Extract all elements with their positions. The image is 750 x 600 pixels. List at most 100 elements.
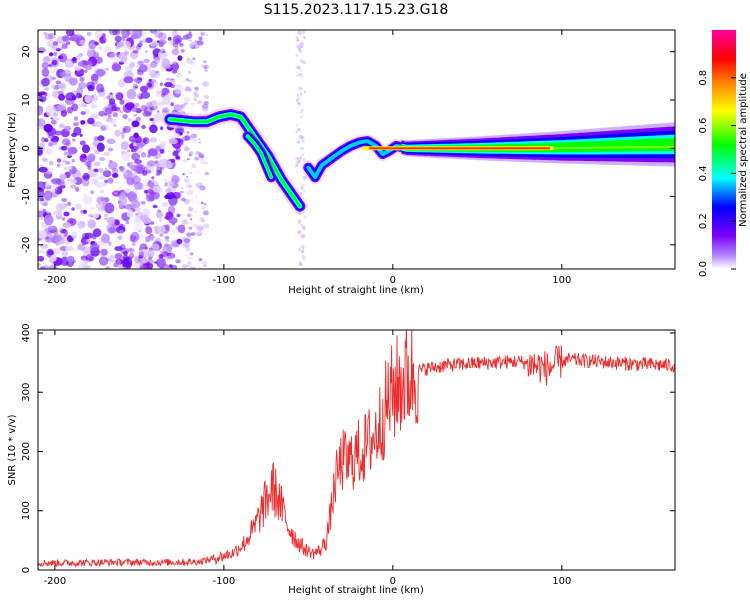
noise-speckle: [164, 255, 172, 261]
noise-speckle: [43, 123, 53, 133]
noise-speckle: [297, 101, 301, 106]
snr-frame: [37, 329, 676, 571]
noise-speckle: [144, 189, 149, 194]
noise-speckle: [136, 196, 141, 200]
noise-speckle: [150, 179, 155, 184]
noise-speckle: [121, 113, 127, 118]
noise-speckle: [40, 119, 46, 125]
noise-speckle: [162, 202, 169, 207]
noise-speckle: [182, 42, 185, 44]
noise-speckle: [92, 51, 99, 58]
noise-speckle: [296, 137, 298, 140]
noise-speckle: [140, 201, 146, 205]
noise-speckle: [77, 54, 83, 59]
noise-speckle: [87, 43, 97, 50]
noise-speckle: [197, 100, 203, 105]
noise-speckle: [173, 133, 181, 137]
noise-speckle: [106, 216, 116, 225]
noise-speckle: [295, 157, 299, 161]
noise-speckle: [154, 261, 158, 264]
noise-speckle: [150, 42, 156, 47]
noise-speckle: [75, 186, 80, 192]
noise-speckle: [142, 137, 147, 143]
noise-speckle: [143, 178, 152, 188]
noise-speckle: [105, 266, 111, 269]
noise-speckle: [197, 266, 201, 269]
noise-speckle: [134, 224, 144, 232]
colorbar-tick-label: 0.2: [698, 213, 709, 229]
noise-speckle: [46, 210, 51, 214]
noise-speckle: [53, 67, 58, 72]
noise-speckle: [65, 41, 71, 45]
noise-speckle: [186, 57, 190, 61]
noise-speckle: [43, 32, 47, 35]
noise-speckle: [65, 92, 76, 101]
noise-speckle: [133, 163, 143, 175]
noise-speckle: [303, 215, 307, 220]
spectrogram-frame: [37, 29, 676, 270]
noise-speckle: [200, 205, 207, 210]
noise-speckle: [139, 243, 148, 250]
noise-speckle: [121, 151, 131, 162]
noise-speckle: [59, 174, 67, 180]
noise-speckle: [42, 202, 48, 207]
noise-speckle: [175, 225, 182, 231]
noise-speckle: [189, 218, 193, 221]
noise-speckle: [300, 263, 303, 266]
x-tick-label: -200: [44, 576, 67, 587]
noise-speckle: [129, 248, 135, 253]
noise-speckle: [73, 116, 79, 121]
noise-speckle: [171, 264, 178, 269]
noise-speckle: [62, 222, 72, 229]
noise-speckle: [300, 108, 304, 112]
noise-speckle: [176, 238, 183, 244]
noise-speckle: [187, 71, 192, 74]
noise-speckle: [110, 254, 115, 259]
noise-speckle: [165, 239, 170, 243]
noise-speckle: [172, 41, 179, 48]
noise-speckle: [181, 263, 188, 269]
noise-speckle: [45, 225, 54, 231]
noise-speckle: [177, 224, 186, 234]
noise-speckle: [156, 169, 163, 176]
noise-speckle: [175, 155, 180, 160]
noise-speckle: [87, 154, 96, 163]
noise-speckle: [133, 181, 143, 190]
noise-speckle: [295, 36, 299, 40]
noise-speckle: [116, 259, 121, 265]
noise-speckle: [186, 131, 190, 134]
noise-speckle: [65, 161, 71, 165]
noise-speckle: [187, 261, 192, 265]
noise-speckle: [172, 242, 180, 248]
noise-speckle: [108, 161, 118, 170]
noise-speckle: [90, 190, 95, 195]
noise-speckle: [44, 93, 51, 99]
noise-speckle: [176, 213, 181, 218]
noise-speckle: [153, 160, 159, 164]
noise-speckle: [124, 188, 131, 194]
noise-speckle: [89, 243, 100, 252]
noise-speckle: [183, 198, 191, 204]
noise-speckle: [156, 237, 161, 243]
noise-speckle: [192, 57, 196, 61]
noise-speckle: [162, 144, 167, 148]
noise-speckle: [300, 187, 304, 190]
noise-speckle: [66, 255, 75, 263]
noise-speckle: [50, 84, 56, 89]
noise-speckle: [159, 82, 163, 86]
noise-speckle: [48, 52, 54, 57]
noise-speckle: [200, 64, 206, 69]
noise-speckle: [196, 225, 204, 231]
noise-speckle: [171, 48, 180, 56]
noise-speckle: [51, 44, 60, 52]
noise-speckle: [150, 30, 157, 34]
noise-speckle: [82, 179, 90, 187]
noise-speckle: [192, 138, 197, 143]
noise-speckle: [154, 70, 160, 74]
noise-speckle: [57, 163, 61, 167]
noise-speckle: [122, 127, 127, 133]
noise-speckle: [172, 30, 178, 37]
y-tick-label: 20: [21, 45, 32, 58]
noise-speckle: [183, 146, 190, 151]
